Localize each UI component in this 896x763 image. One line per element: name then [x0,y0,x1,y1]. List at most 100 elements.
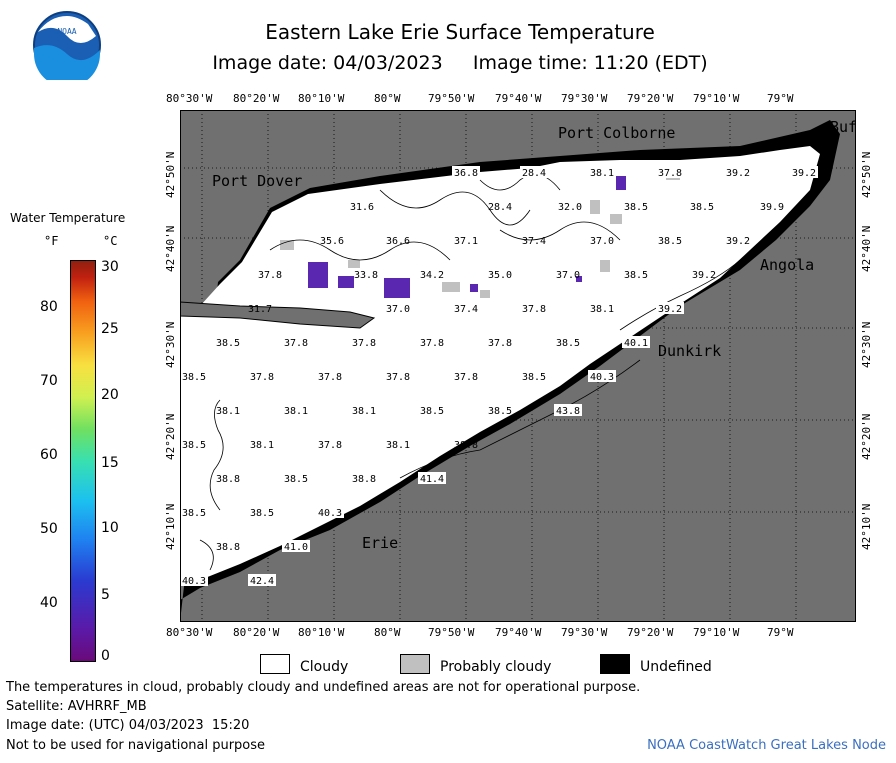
temperature-label: 38.5 [182,440,206,451]
temperature-label: 39.2 [726,168,750,179]
legend-unit-f: °F [44,234,59,248]
place-angola: Angola [760,256,814,274]
image-time: Image time: 11:20 (EDT) [472,52,708,74]
temperature-label: 42.4 [250,576,274,587]
temperature-label: 37.8 [318,440,342,451]
temperature-label: 40.3 [318,508,342,519]
temperature-label: 43.8 [556,406,580,417]
lat-label-right: 42°20'N [860,413,873,460]
temperature-label: 37.8 [284,338,308,349]
temperature-label: 37.8 [258,270,282,281]
lon-label-top: 79°50'W [428,92,475,105]
place-erie: Erie [362,534,398,552]
lon-label-top: 79°30'W [561,92,608,105]
temperature-label: 38.5 [624,202,648,213]
lon-label-top: 80°30'W [166,92,213,105]
legend-tick-f: 60 [40,447,58,463]
lon-label-bottom: 79°20'W [627,626,674,639]
temperature-label: 38.5 [522,372,546,383]
noaa-logo: NOAA [32,10,102,87]
temperature-label: 38.5 [658,236,682,247]
temperature-label: 38.1 [216,406,240,417]
temperature-label: 28.4 [488,202,512,213]
temperature-label: 37.8 [250,372,274,383]
lat-label-right: 42°30'N [860,321,873,368]
temperature-label: 38.8 [216,474,240,485]
temperature-label: 39.2 [658,304,682,315]
temperature-label: 37.8 [420,338,444,349]
temperature-label: 37.8 [658,168,682,179]
key-label-probably-cloudy: Probably cloudy [440,659,552,675]
temperature-label: 38.1 [590,168,614,179]
temperature-label: 28.4 [522,168,546,179]
legend-tick-c: 15 [101,455,119,471]
disclaimer-text: The temperatures in cloud, probably clou… [6,680,641,695]
temperature-label: 38.5 [420,406,444,417]
utc-date-text: Image date: (UTC) 04/03/2023 15:20 [6,718,250,733]
lon-label-bottom: 79°30'W [561,626,608,639]
temperature-label: 38.5 [488,406,512,417]
lon-label-top: 80°W [374,92,401,105]
key-swatch-cloudy [260,654,290,674]
temperature-label: 37.1 [454,236,478,247]
legend-tick-c: 0 [101,648,110,664]
legend-tick-c: 20 [101,387,119,403]
legend-tick-f: 50 [40,521,58,537]
map-frame [180,110,856,622]
temperature-label: 40.1 [624,338,648,349]
legend-tick-c: 25 [101,321,119,337]
legend-title: Water Temperature [10,211,126,225]
legend-tick-c: 30 [101,259,119,275]
temperature-label: 37.0 [556,270,580,281]
temperature-label: 38.5 [624,270,648,281]
temperature-label: 33.8 [354,270,378,281]
lat-label-left: 42°50'N [164,151,177,198]
temperature-label: 38.5 [284,474,308,485]
temperature-colorbar [70,260,96,662]
credit-text: NOAA CoastWatch Great Lakes Node [647,738,886,753]
lon-label-top: 79°W [767,92,794,105]
temperature-label: 31.7 [248,304,272,315]
temperature-label: 37.4 [454,304,478,315]
legend-tick-c: 5 [101,587,110,603]
lon-label-top: 79°40'W [495,92,542,105]
place-dunkirk: Dunkirk [658,342,721,360]
temperature-label: 38.1 [352,406,376,417]
satellite-text: Satellite: AVHRRF_MB [6,699,147,714]
temperature-label: 40.3 [182,576,206,587]
place-port-colborne: Port Colborne [558,124,675,142]
temperature-label: 39.9 [760,202,784,213]
lat-label-left: 42°10'N [164,503,177,550]
lon-label-bottom: 80°20'W [233,626,280,639]
temperature-label: 37.0 [590,236,614,247]
isotherm-contours [199,173,741,571]
lon-label-top: 79°20'W [627,92,674,105]
temperature-label: 38.5 [216,338,240,349]
key-label-cloudy: Cloudy [300,659,349,675]
temperature-label: 38.1 [284,406,308,417]
lon-label-bottom: 79°10'W [693,626,740,639]
lat-label-right: 42°50'N [860,151,873,198]
temperature-label: 32.0 [558,202,582,213]
lat-label-right: 42°10'N [860,503,873,550]
temperature-label: 38.8 [352,474,376,485]
temperature-label: 40.3 [590,372,614,383]
lat-label-right: 42°40'N [860,225,873,272]
temperature-label: 36.8 [454,168,478,179]
temperature-label: 36.6 [386,236,410,247]
map-title: Eastern Lake Erie Surface Temperature [265,20,655,44]
temperature-label: 41.4 [420,474,444,485]
cold-pixels [308,176,626,298]
temperature-label: 37.8 [522,304,546,315]
lon-label-bottom: 79°50'W [428,626,475,639]
lon-label-bottom: 79°W [767,626,794,639]
noaa-logo-text: NOAA [57,27,76,36]
lon-label-top: 79°10'W [693,92,740,105]
temperature-label: 37.8 [318,372,342,383]
temperature-label: 35.6 [320,236,344,247]
temperature-label: 38.1 [590,304,614,315]
temperature-label: 34.2 [420,270,444,281]
legend-tick-f: 40 [40,595,58,611]
temperature-label: 37.8 [488,338,512,349]
temperature-label-layer: 36.8 28.4 38.1 37.8 39.2 39.2 31.6 28.4 … [180,166,818,587]
